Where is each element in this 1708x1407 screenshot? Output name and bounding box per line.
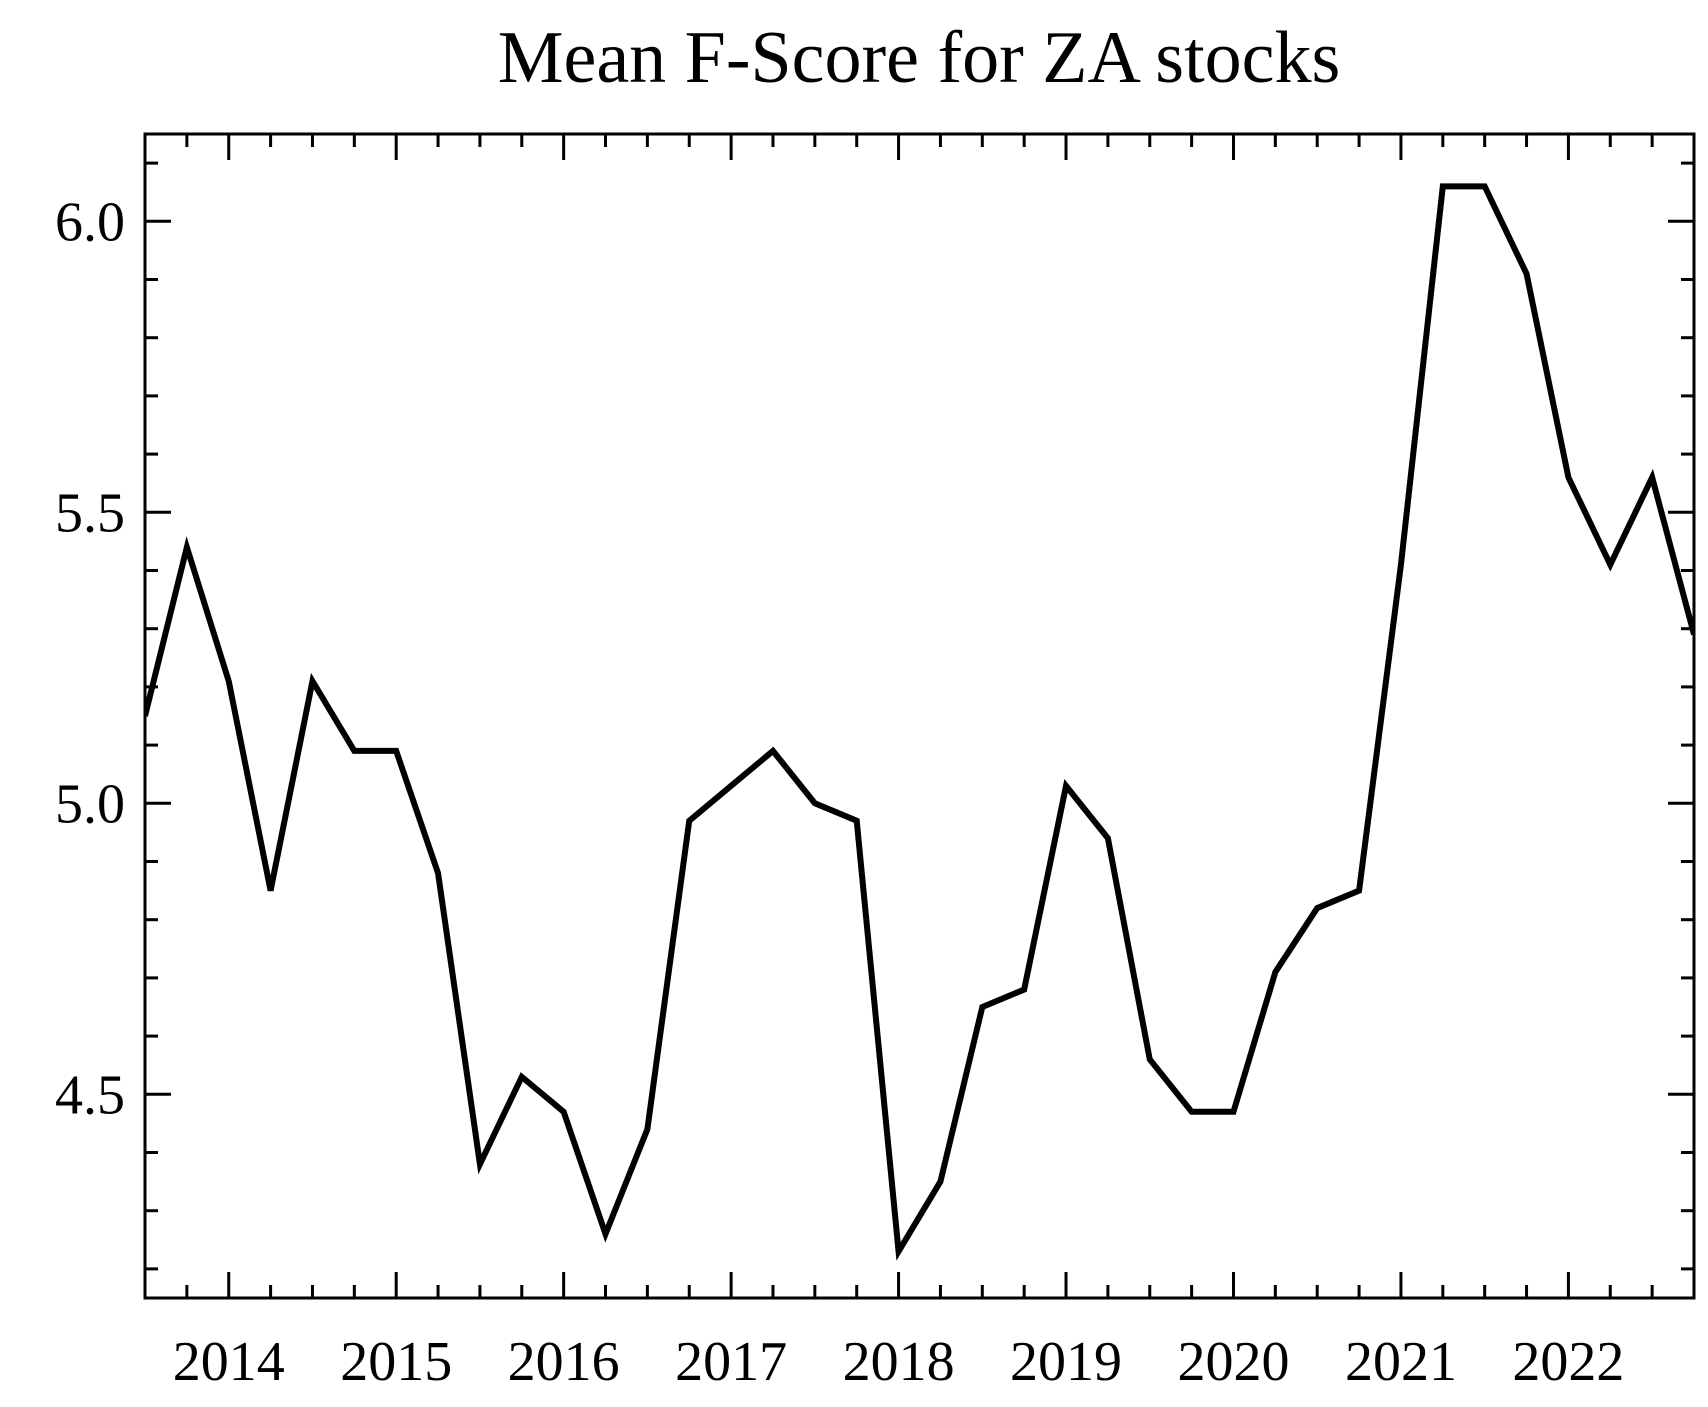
x-tick-label: 2021 (1345, 1331, 1457, 1393)
plot-frame (143, 132, 1696, 1300)
chart-title: Mean F-Score for ZA stocks (498, 17, 1341, 99)
x-tick-label: 2022 (1512, 1331, 1624, 1393)
x-tick-label: 2017 (675, 1331, 787, 1393)
x-tick-label: 2020 (1177, 1331, 1289, 1393)
y-tick-label: 5.5 (55, 482, 125, 544)
y-tick-label: 6.0 (55, 191, 125, 253)
plot-area (145, 183, 1694, 1261)
x-tick-label: 2019 (1010, 1331, 1122, 1393)
x-tick-label: 2014 (173, 1331, 285, 1393)
y-tick-labels: 4.5 5.0 5.5 6.0 (55, 191, 125, 1126)
x-tick-label: 2018 (843, 1331, 955, 1393)
axis-ticks (143, 134, 1696, 1298)
x-tick-label: 2016 (508, 1331, 620, 1393)
x-tick-labels: 2014 2015 2016 2017 2018 2019 2020 2021 2022 (173, 1331, 1625, 1393)
x-tick-label: 2015 (340, 1331, 452, 1393)
series-line-0 (145, 183, 1694, 1261)
y-tick-label: 4.5 (55, 1064, 125, 1126)
y-tick-label: 5.0 (55, 773, 125, 835)
